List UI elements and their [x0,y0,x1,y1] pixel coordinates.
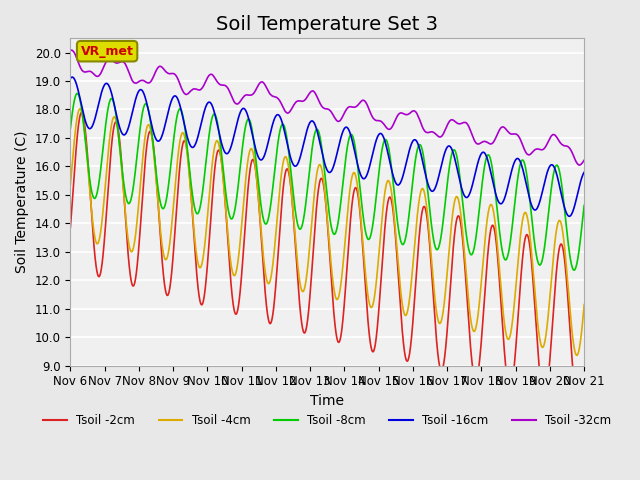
Tsoil -16cm [571,204,579,209]
Tsoil -4cm [573,352,580,358]
Tsoil -8cm [125,201,133,206]
Tsoil -4cm [125,243,133,249]
X-axis label: Time: Time [310,394,344,408]
Tsoil -32cm [125,70,133,76]
Tsoil -4cm [570,345,578,351]
Tsoil -32cm [576,162,584,168]
Tsoil -16cm [515,156,523,162]
Tsoil -2cm [156,224,163,229]
Tsoil -2cm [515,302,523,308]
Tsoil -2cm [125,263,133,268]
Tsoil -32cm [67,48,74,53]
Tsoil -2cm [575,405,582,411]
Tsoil -4cm [264,280,271,286]
Tsoil -8cm [571,267,579,273]
Tsoil -8cm [286,159,294,165]
Tsoil -8cm [156,196,163,202]
Tsoil -2cm [77,110,85,116]
Tsoil -32cm [68,47,76,53]
Tsoil -8cm [570,267,578,273]
Tsoil -2cm [580,365,588,371]
Tsoil -4cm [515,249,523,254]
Tsoil -32cm [264,87,271,93]
Tsoil -32cm [156,63,163,69]
Title: Soil Temperature Set 3: Soil Temperature Set 3 [216,15,438,34]
Tsoil -16cm [125,122,133,128]
Tsoil -16cm [286,152,294,158]
Tsoil -2cm [570,383,578,388]
Tsoil -8cm [264,218,271,224]
Tsoil -4cm [67,182,74,188]
Tsoil -16cm [156,138,163,144]
Tsoil -8cm [515,168,523,174]
Tsoil -16cm [580,169,588,175]
Legend: Tsoil -2cm, Tsoil -4cm, Tsoil -8cm, Tsoil -16cm, Tsoil -32cm: Tsoil -2cm, Tsoil -4cm, Tsoil -8cm, Tsoi… [38,409,616,432]
Tsoil -8cm [580,203,588,208]
Line: Tsoil -8cm: Tsoil -8cm [70,94,584,270]
Tsoil -16cm [67,75,74,81]
Tsoil -2cm [67,225,74,230]
Text: VR_met: VR_met [81,45,134,58]
Tsoil -16cm [68,74,76,80]
Tsoil -8cm [74,91,81,96]
Y-axis label: Soil Temperature (C): Soil Temperature (C) [15,131,29,273]
Tsoil -4cm [286,174,294,180]
Tsoil -4cm [156,219,163,225]
Tsoil -32cm [570,155,578,160]
Tsoil -4cm [580,302,588,308]
Line: Tsoil -32cm: Tsoil -32cm [70,50,584,165]
Tsoil -2cm [264,312,271,318]
Tsoil -4cm [76,106,84,112]
Tsoil -2cm [286,176,294,182]
Tsoil -16cm [264,142,271,148]
Tsoil -8cm [67,126,74,132]
Tsoil -16cm [565,214,573,219]
Line: Tsoil -2cm: Tsoil -2cm [70,113,584,408]
Line: Tsoil -16cm: Tsoil -16cm [70,77,584,216]
Tsoil -32cm [515,134,523,140]
Line: Tsoil -4cm: Tsoil -4cm [70,109,584,355]
Tsoil -32cm [580,157,588,163]
Tsoil -32cm [286,108,294,114]
